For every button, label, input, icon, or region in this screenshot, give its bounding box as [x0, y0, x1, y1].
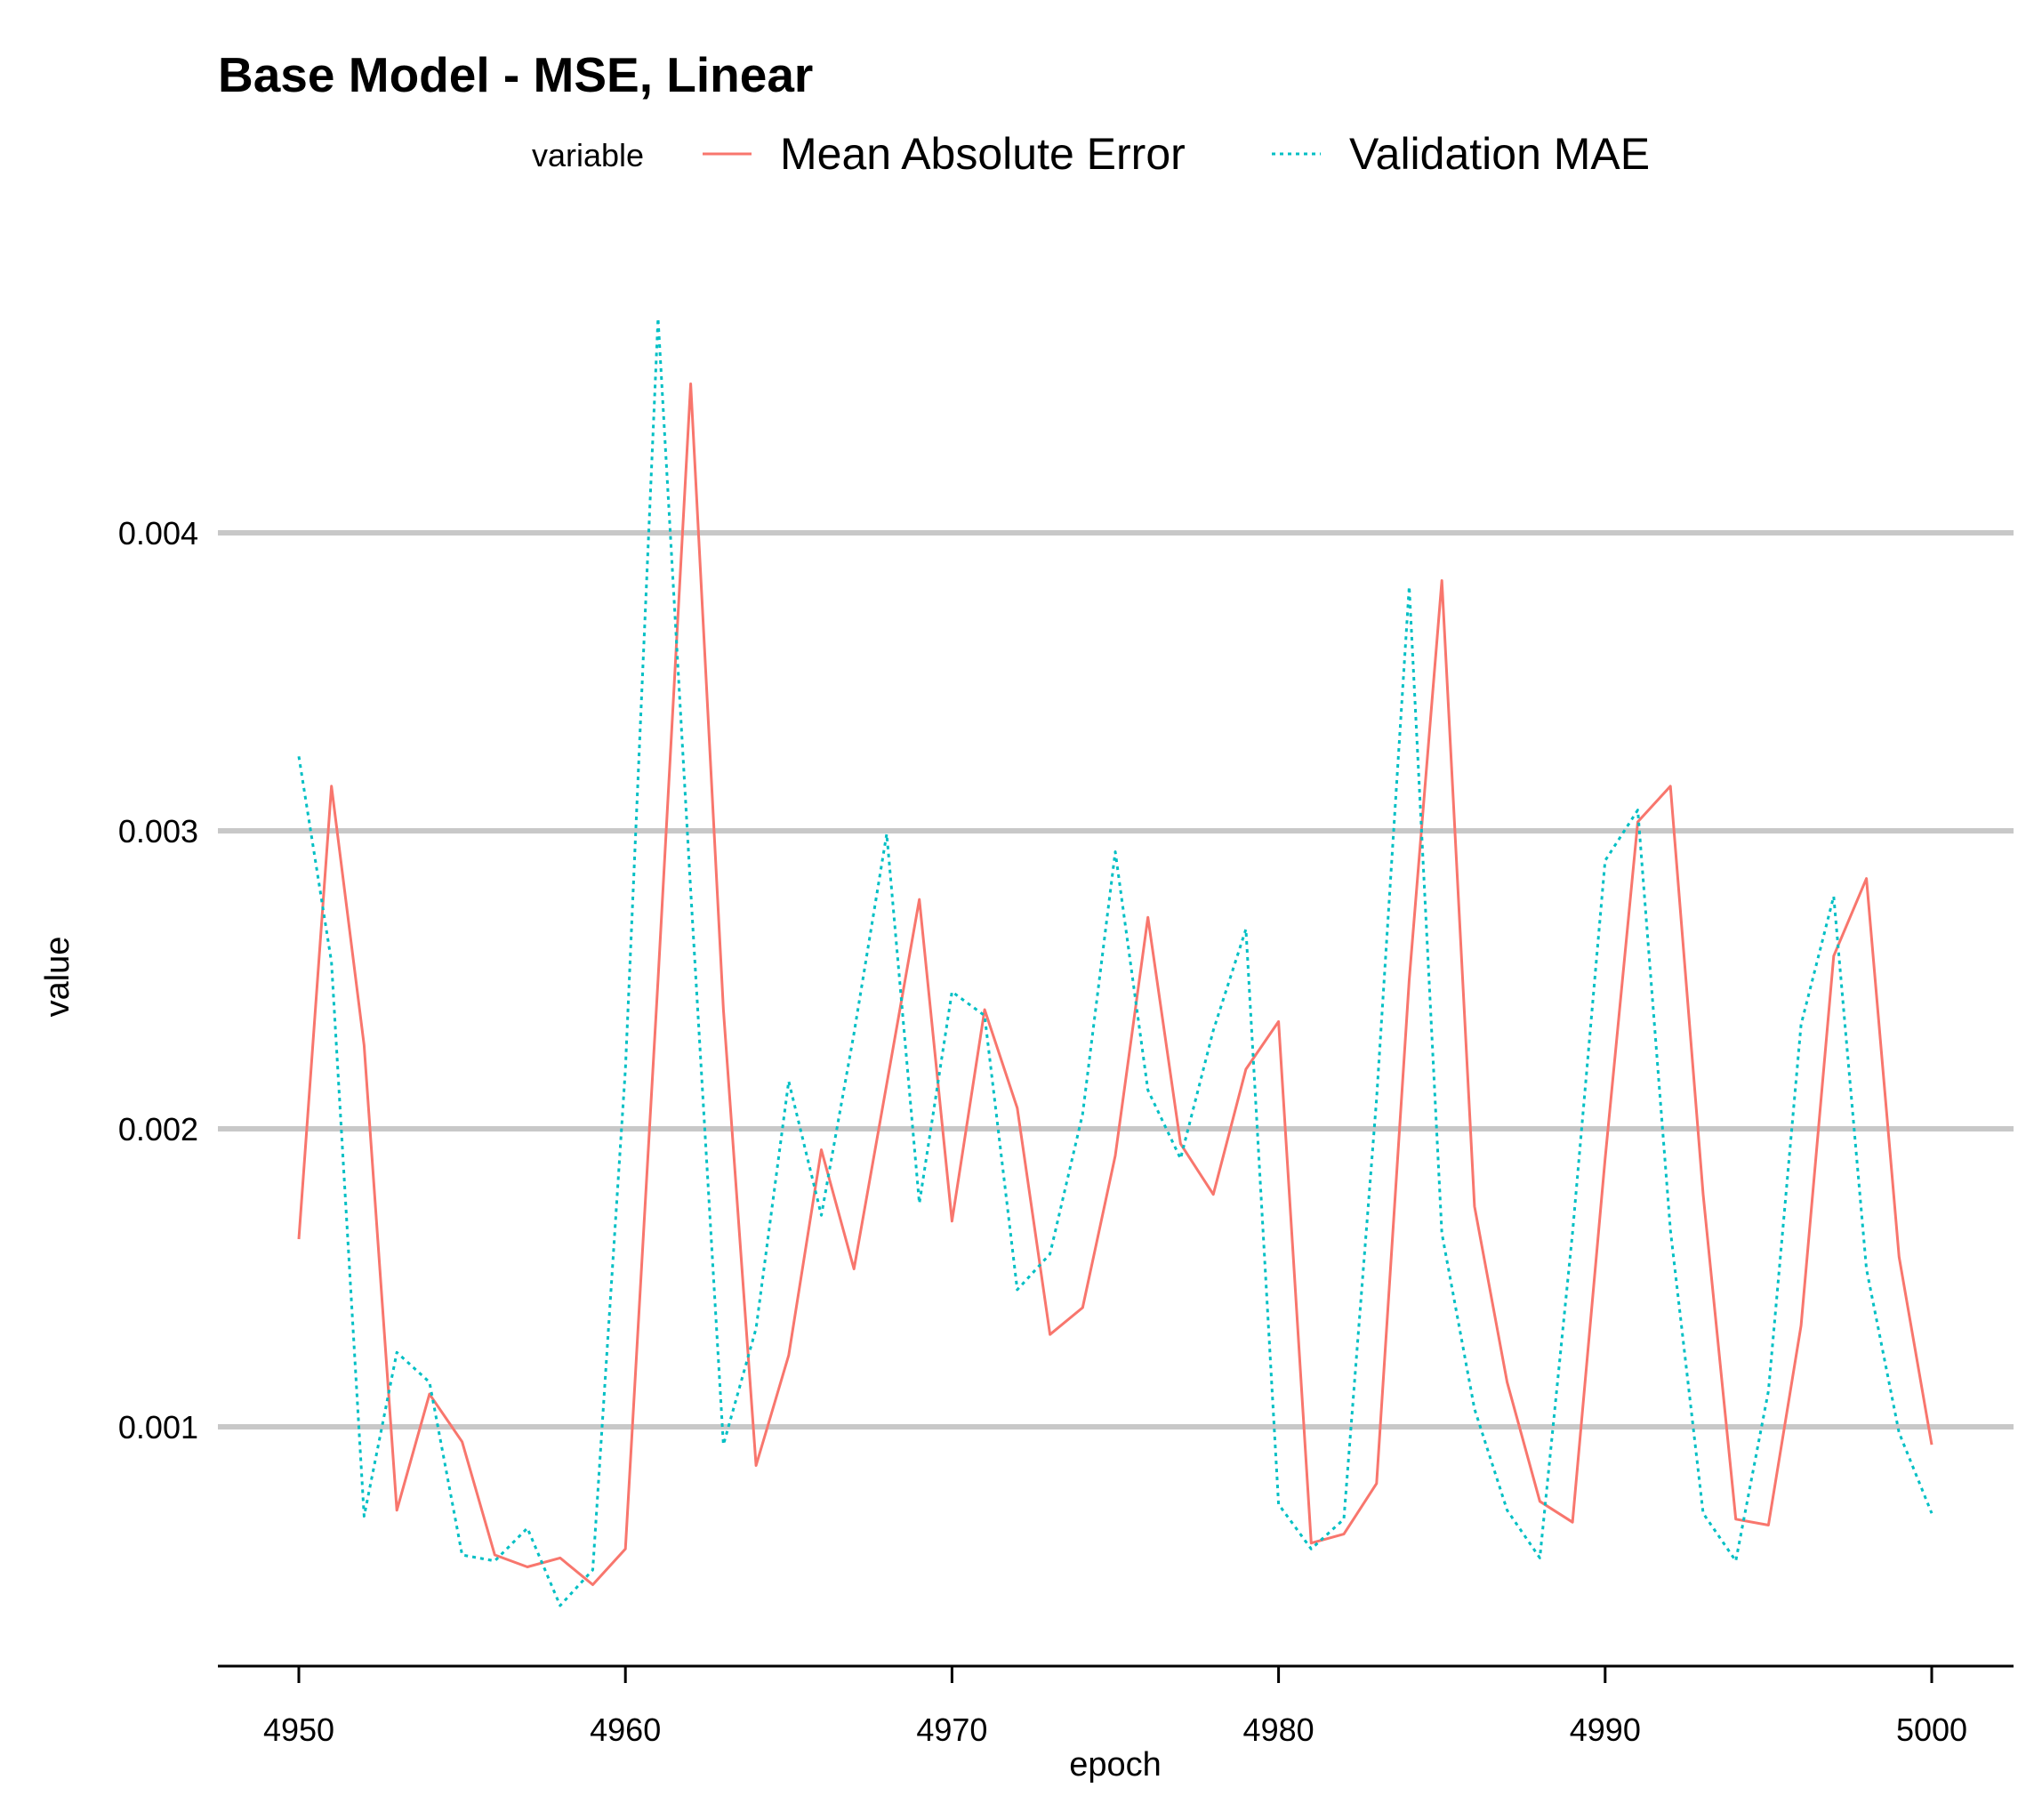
x-tick-label: 4970 [916, 1711, 987, 1748]
series-line-mae [297, 383, 1933, 1586]
series-lines [297, 317, 1933, 1607]
legend-label-val-mae: Validation MAE [1349, 129, 1650, 179]
x-axis-ticks: 4950 4960 4970 4980 4990 5000 [263, 1666, 1967, 1748]
y-tick-label: 0.003 [118, 813, 198, 850]
x-tick-label: 5000 [1896, 1711, 1967, 1748]
y-tick-label: 0.002 [118, 1111, 198, 1148]
chart-title: Base Model - MSE, Linear [218, 47, 813, 102]
legend-title: variable [532, 137, 644, 173]
y-axis-label: value [39, 937, 76, 1018]
y-gridlines [218, 530, 2014, 1429]
x-tick-label: 4960 [590, 1711, 661, 1748]
y-axis-tick-labels: 0.001 0.002 0.003 0.004 [118, 515, 198, 1446]
series-line-val-mae [297, 317, 1933, 1607]
x-tick-label: 4990 [1570, 1711, 1641, 1748]
legend: variable Mean Absolute Error Validation … [532, 129, 1650, 179]
y-tick-label: 0.004 [118, 515, 198, 552]
x-tick-label: 4950 [263, 1711, 334, 1748]
x-axis-label: epoch [1069, 1746, 1162, 1784]
legend-label-mae: Mean Absolute Error [780, 129, 1186, 179]
y-tick-label: 0.001 [118, 1409, 198, 1446]
x-tick-label: 4980 [1243, 1711, 1314, 1748]
